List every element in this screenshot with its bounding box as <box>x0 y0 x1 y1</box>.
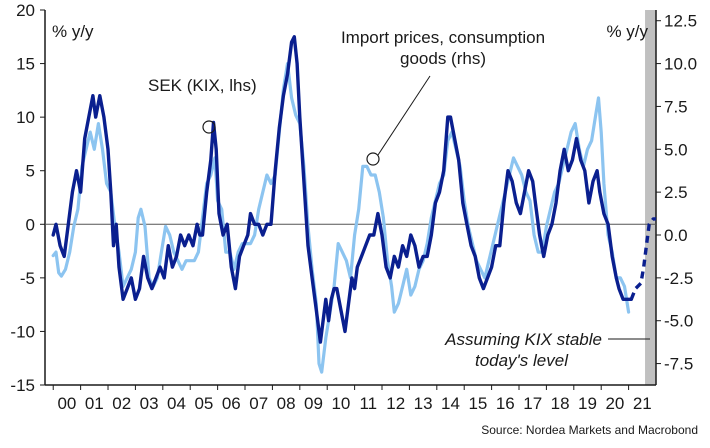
x-tick-label: 19 <box>578 394 597 413</box>
left-tick-label: -5 <box>20 269 35 288</box>
x-tick-label: 10 <box>331 394 350 413</box>
import-label-line2: goods (rhs) <box>400 49 486 68</box>
left-axis-unit: % y/y <box>52 22 94 41</box>
axes <box>44 10 657 386</box>
left-tick-label: -10 <box>10 322 35 341</box>
left-tick-label: 15 <box>16 55 35 74</box>
x-tick-label: 18 <box>551 394 570 413</box>
x-tick-label: 12 <box>386 394 405 413</box>
x-tick-label: 21 <box>633 394 652 413</box>
assume-label-line1: Assuming KIX stable <box>444 330 602 349</box>
x-tick-label: 14 <box>441 394 460 413</box>
x-tick-label: 13 <box>414 394 433 413</box>
x-tick-label: 17 <box>523 394 542 413</box>
x-tick-label: 02 <box>112 394 131 413</box>
left-tick-label: 5 <box>26 162 35 181</box>
kix-assumption-dashed-line <box>629 217 656 300</box>
right-tick-label: 7.5 <box>664 97 688 116</box>
x-tick-label: 09 <box>304 394 323 413</box>
x-tick-label: 07 <box>249 394 268 413</box>
assume-label-line2: today's level <box>475 351 569 370</box>
right-tick-label: -5.0 <box>664 312 693 331</box>
source-note: Source: Nordea Markets and Macrobond <box>481 423 698 437</box>
x-tick-label: 04 <box>167 394 186 413</box>
x-tick-label: 06 <box>222 394 241 413</box>
x-tick-label: 05 <box>194 394 213 413</box>
left-tick-label: 20 <box>16 1 35 20</box>
import-label-line1: Import prices, consumption <box>341 28 545 47</box>
right-tick-label: 0.0 <box>664 226 688 245</box>
right-tick-label: 2.5 <box>664 183 688 202</box>
import-marker <box>366 152 380 166</box>
x-tick-label: 01 <box>85 394 104 413</box>
tick-labels: -15-10-505101520-7.5-5.0-2.50.02.55.07.5… <box>10 1 697 413</box>
x-tick-label: 15 <box>468 394 487 413</box>
left-tick-label: 10 <box>16 108 35 127</box>
right-tick-label: 12.5 <box>664 12 697 31</box>
x-tick-label: 20 <box>605 394 624 413</box>
import-leader-line <box>377 75 431 156</box>
forecast-shaded-region <box>645 10 656 385</box>
forecast-shading <box>645 10 656 385</box>
x-tick-label: 11 <box>359 394 377 413</box>
right-tick-label: 10.0 <box>664 55 697 74</box>
annotations: % y/y % y/y SEK (KIX, lhs) Import prices… <box>52 22 698 437</box>
right-tick-label: 5.0 <box>664 140 688 159</box>
x-tick-label: 08 <box>277 394 296 413</box>
right-tick-label: -7.5 <box>664 355 693 374</box>
left-tick-label: 0 <box>26 215 35 234</box>
import-prices-line <box>51 61 631 374</box>
x-tick-label: 00 <box>57 394 76 413</box>
series-lines <box>51 35 656 374</box>
sek-marker <box>202 120 216 134</box>
sek-label: SEK (KIX, lhs) <box>148 76 257 95</box>
x-tick-label: 16 <box>496 394 515 413</box>
right-axis-unit: % y/y <box>606 22 648 41</box>
x-tick-label: 03 <box>140 394 159 413</box>
right-tick-label: -2.5 <box>664 269 693 288</box>
sek-kix-line <box>51 35 633 344</box>
left-tick-label: -15 <box>10 376 35 395</box>
